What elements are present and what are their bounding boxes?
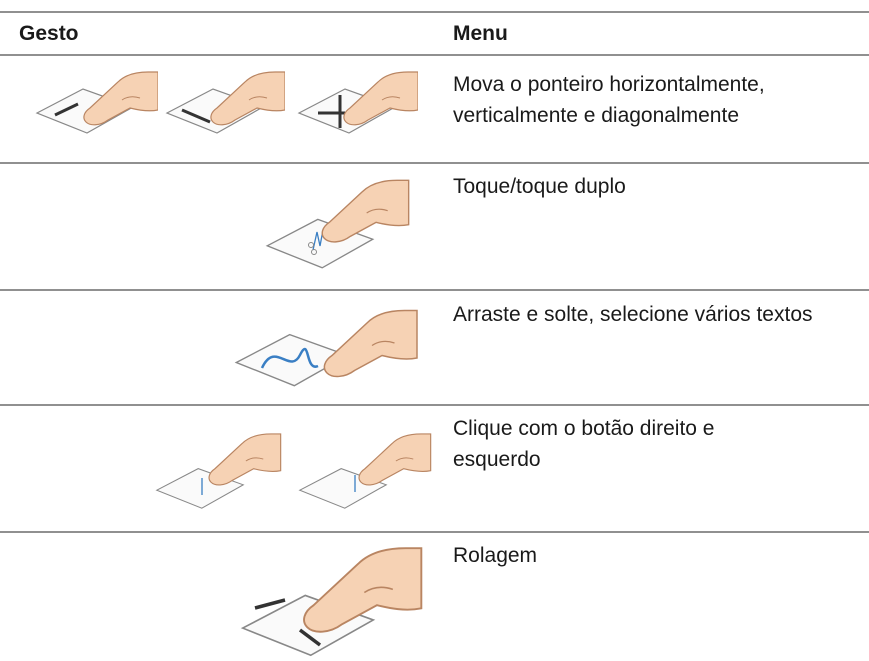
cell: Toque/toque duplo [453,175,626,198]
hand [208,433,282,486]
cell: Mova o ponteiro horizontalmente, vertica… [453,73,765,127]
gesture-scroll [241,546,423,657]
hand [323,309,418,378]
cell: Rolagem [453,544,538,567]
gesture-drag [235,309,418,387]
header-cell: Menu [453,22,508,45]
arrows [54,95,345,128]
gesture-click [156,433,432,509]
hand [358,433,432,486]
header-cell: Gesto [19,22,79,45]
arrows [254,598,322,647]
gesture-tap [266,179,410,269]
cell: Clique com o botão direito e esquerdo [453,417,715,471]
hand [321,179,410,243]
gesture-move [36,71,418,134]
cell: Arraste e solte, selecione vários textos [453,303,813,326]
table-rules [0,11,869,533]
